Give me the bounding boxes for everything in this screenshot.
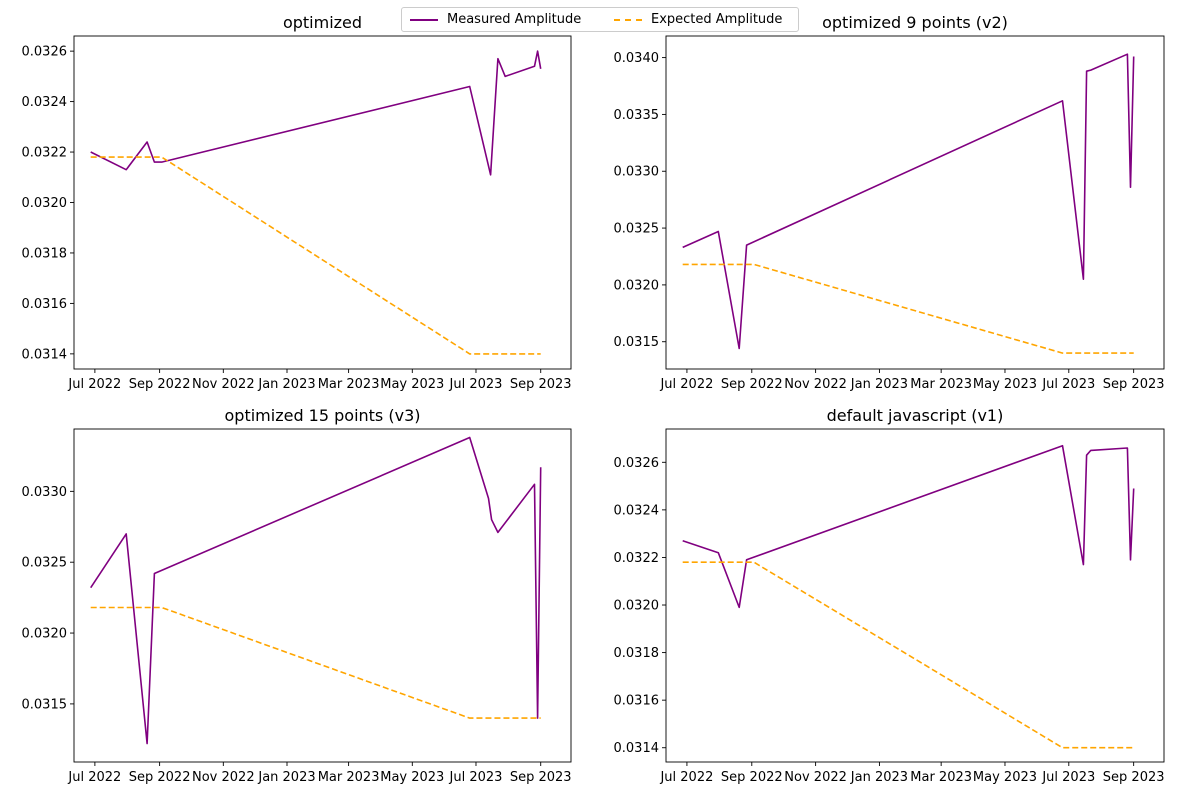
axes-frame [665, 35, 1165, 370]
x-tick-label: May 2023 [380, 377, 444, 392]
x-tick-label: Sep 2022 [129, 770, 191, 785]
y-tick-label: 0.0325 [22, 556, 68, 571]
x-tick-label: Jul 2023 [1041, 770, 1095, 785]
legend-entry-measured: Measured Amplitude [410, 8, 581, 31]
y-tick-label: 0.0325 [614, 222, 660, 237]
y-tick-label: 0.0322 [614, 551, 660, 566]
y-tick-label: 0.0316 [614, 694, 660, 709]
legend-label-expected: Expected Amplitude [651, 12, 783, 27]
y-tick-label: 0.0326 [614, 456, 660, 471]
y-tick-label: 0.0315 [614, 335, 660, 350]
y-tick-label: 0.0324 [22, 95, 68, 110]
x-tick-label: Nov 2022 [784, 770, 847, 785]
y-tick-label: 0.0318 [22, 246, 68, 261]
x-tick-label: Sep 2023 [510, 770, 572, 785]
x-tick-label: Jul 2023 [449, 377, 503, 392]
x-tick-label: Jul 2022 [659, 377, 713, 392]
chart-title: default javascript (v1) [827, 406, 1004, 425]
x-tick-label: May 2023 [973, 770, 1037, 785]
y-tick-label: 0.0314 [22, 347, 68, 362]
x-tick-label: Jul 2023 [1041, 377, 1095, 392]
expected-amplitude-line [682, 263, 1134, 354]
legend-entry-expected: Expected Amplitude [614, 8, 782, 31]
chart-panel-3: Jul 2022 Sep 2022 Nov 2022 Jan 2023 Mar 2023… [22, 406, 572, 785]
x-tick-label: Sep 2022 [129, 377, 191, 392]
x-tick-label: Sep 2022 [721, 377, 783, 392]
x-tick-label: Sep 2023 [510, 377, 572, 392]
x-tick-label: May 2023 [380, 770, 444, 785]
x-tick-label: Jul 2022 [659, 770, 713, 785]
x-tick-label: Jan 2023 [257, 770, 315, 785]
x-tick-label: May 2023 [973, 377, 1037, 392]
y-tick-label: 0.0320 [614, 599, 660, 614]
measured-amplitude-line [682, 53, 1135, 350]
x-tick-label: Jan 2023 [257, 377, 315, 392]
y-tick-label: 0.0326 [22, 45, 68, 60]
chart-panel-2: Jul 2022 Sep 2022 Nov 2022 Jan 2023 Mar 2023… [614, 13, 1165, 392]
axes-frame [665, 428, 1165, 763]
y-tick-label: 0.0330 [22, 485, 68, 500]
y-tick-label: 0.0318 [614, 646, 660, 661]
axes-frame [73, 428, 572, 763]
y-tick-label: 0.0340 [614, 51, 660, 66]
y-tick-label: 0.0322 [22, 146, 68, 161]
expected-amplitude-line [90, 606, 541, 719]
y-tick-label: 0.0316 [22, 297, 68, 312]
x-tick-label: Jul 2023 [449, 770, 503, 785]
chart-title: optimized [283, 13, 362, 32]
legend-swatch-measured [410, 18, 438, 21]
expected-amplitude-line [682, 561, 1134, 749]
y-tick-label: 0.0314 [614, 741, 660, 756]
x-tick-label: Sep 2022 [721, 770, 783, 785]
x-tick-label: Mar 2023 [318, 770, 380, 785]
y-tick-label: 0.0335 [614, 108, 660, 123]
measured-amplitude-line [90, 50, 542, 176]
y-tick-label: 0.0320 [22, 627, 68, 642]
x-tick-label: Jul 2022 [67, 377, 121, 392]
x-tick-label: Jul 2022 [67, 770, 121, 785]
y-tick-label: 0.0320 [22, 196, 68, 211]
x-tick-label: Nov 2022 [192, 377, 255, 392]
x-tick-label: Nov 2022 [192, 770, 255, 785]
x-tick-label: Sep 2023 [1103, 377, 1165, 392]
x-tick-label: Jan 2023 [850, 770, 908, 785]
legend: Measured Amplitude Expected Amplitude [401, 7, 799, 32]
x-tick-label: Jan 2023 [850, 377, 908, 392]
y-tick-label: 0.0330 [614, 165, 660, 180]
y-tick-label: 0.0320 [614, 278, 660, 293]
expected-amplitude-line [90, 156, 541, 355]
measured-amplitude-line [90, 436, 542, 745]
y-tick-label: 0.0315 [22, 697, 68, 712]
legend-label-measured: Measured Amplitude [447, 12, 582, 27]
x-tick-label: Mar 2023 [910, 770, 972, 785]
chart-title: optimized 9 points (v2) [822, 13, 1008, 32]
chart-title: optimized 15 points (v3) [225, 406, 421, 425]
x-tick-label: Mar 2023 [318, 377, 380, 392]
x-tick-label: Nov 2022 [784, 377, 847, 392]
legend-swatch-expected [614, 18, 642, 21]
chart-panel-4: Jul 2022 Sep 2022 Nov 2022 Jan 2023 Mar 2023… [614, 406, 1165, 785]
x-tick-label: Sep 2023 [1103, 770, 1165, 785]
x-tick-label: Mar 2023 [910, 377, 972, 392]
measured-amplitude-line [682, 444, 1135, 609]
chart-panel-1: Jul 2022 Sep 2022 Nov 2022 Jan 2023 Mar 2023… [22, 13, 572, 392]
y-tick-label: 0.0324 [614, 503, 660, 518]
